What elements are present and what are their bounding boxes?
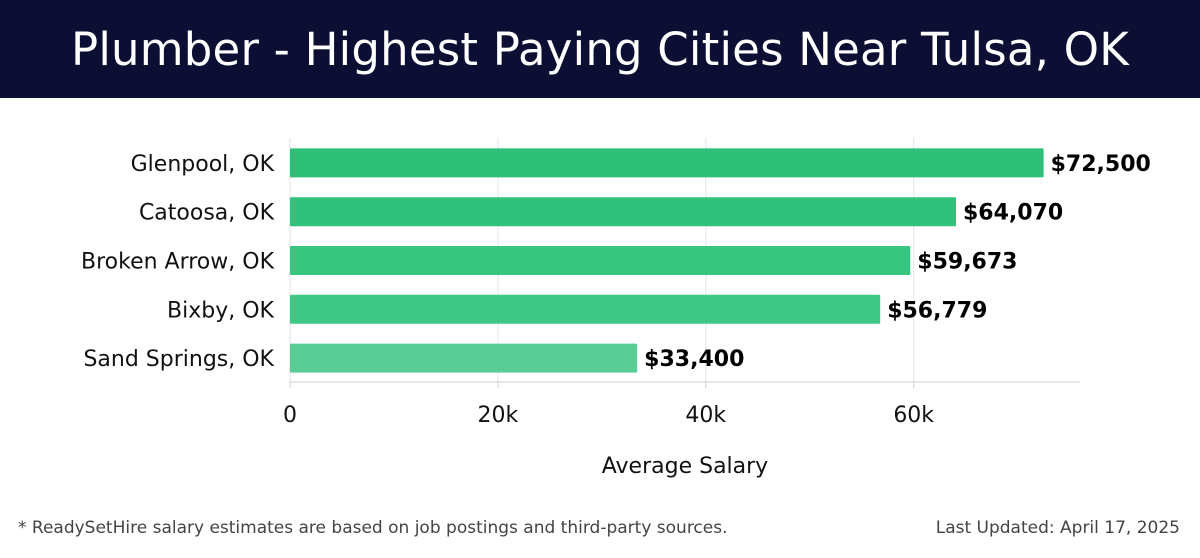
bar xyxy=(290,246,911,275)
bar xyxy=(290,197,956,227)
x-tick-label: 0 xyxy=(283,403,297,428)
category-label: Bixby, OK xyxy=(167,298,275,323)
bar xyxy=(290,148,1044,178)
value-label: $59,673 xyxy=(917,250,1017,275)
footer-updated: Last Updated: April 17, 2025 xyxy=(935,518,1180,538)
bar xyxy=(290,294,881,324)
value-label: $72,500 xyxy=(1051,152,1151,177)
bar xyxy=(290,343,638,373)
value-label: $33,400 xyxy=(644,347,744,372)
value-label: $56,779 xyxy=(887,298,987,323)
x-tick-label: 40k xyxy=(685,403,726,428)
x-tick-label: 20k xyxy=(478,403,519,428)
category-label: Sand Springs, OK xyxy=(83,347,274,372)
category-label: Glenpool, OK xyxy=(131,152,275,177)
category-label: Broken Arrow, OK xyxy=(81,250,275,275)
x-axis-title: Average Salary xyxy=(602,454,768,479)
footer-note: * ReadySetHire salary estimates are base… xyxy=(18,518,728,538)
x-tick-label: 60k xyxy=(893,403,934,428)
chart-header: Plumber - Highest Paying Cities Near Tul… xyxy=(0,0,1200,98)
value-label: $64,070 xyxy=(963,201,1063,226)
category-label: Catoosa, OK xyxy=(139,201,275,226)
chart-title: Plumber - Highest Paying Cities Near Tul… xyxy=(71,22,1129,76)
